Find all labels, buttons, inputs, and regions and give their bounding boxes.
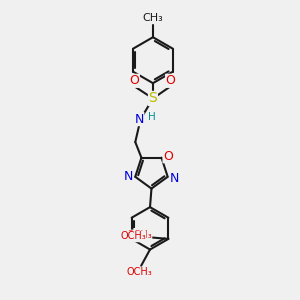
Text: S: S [148,92,157,106]
Text: N: N [169,172,179,185]
Text: H: H [148,112,156,122]
Text: O: O [134,229,144,242]
Text: OCH₃: OCH₃ [127,267,153,277]
Text: N: N [124,170,134,183]
Text: OCH₃: OCH₃ [126,230,152,240]
Text: N: N [134,112,144,126]
Text: CH₃: CH₃ [142,14,163,23]
Text: OCH₃: OCH₃ [120,231,146,241]
Text: O: O [130,74,139,87]
Text: O: O [166,74,176,87]
Text: O: O [163,150,173,163]
